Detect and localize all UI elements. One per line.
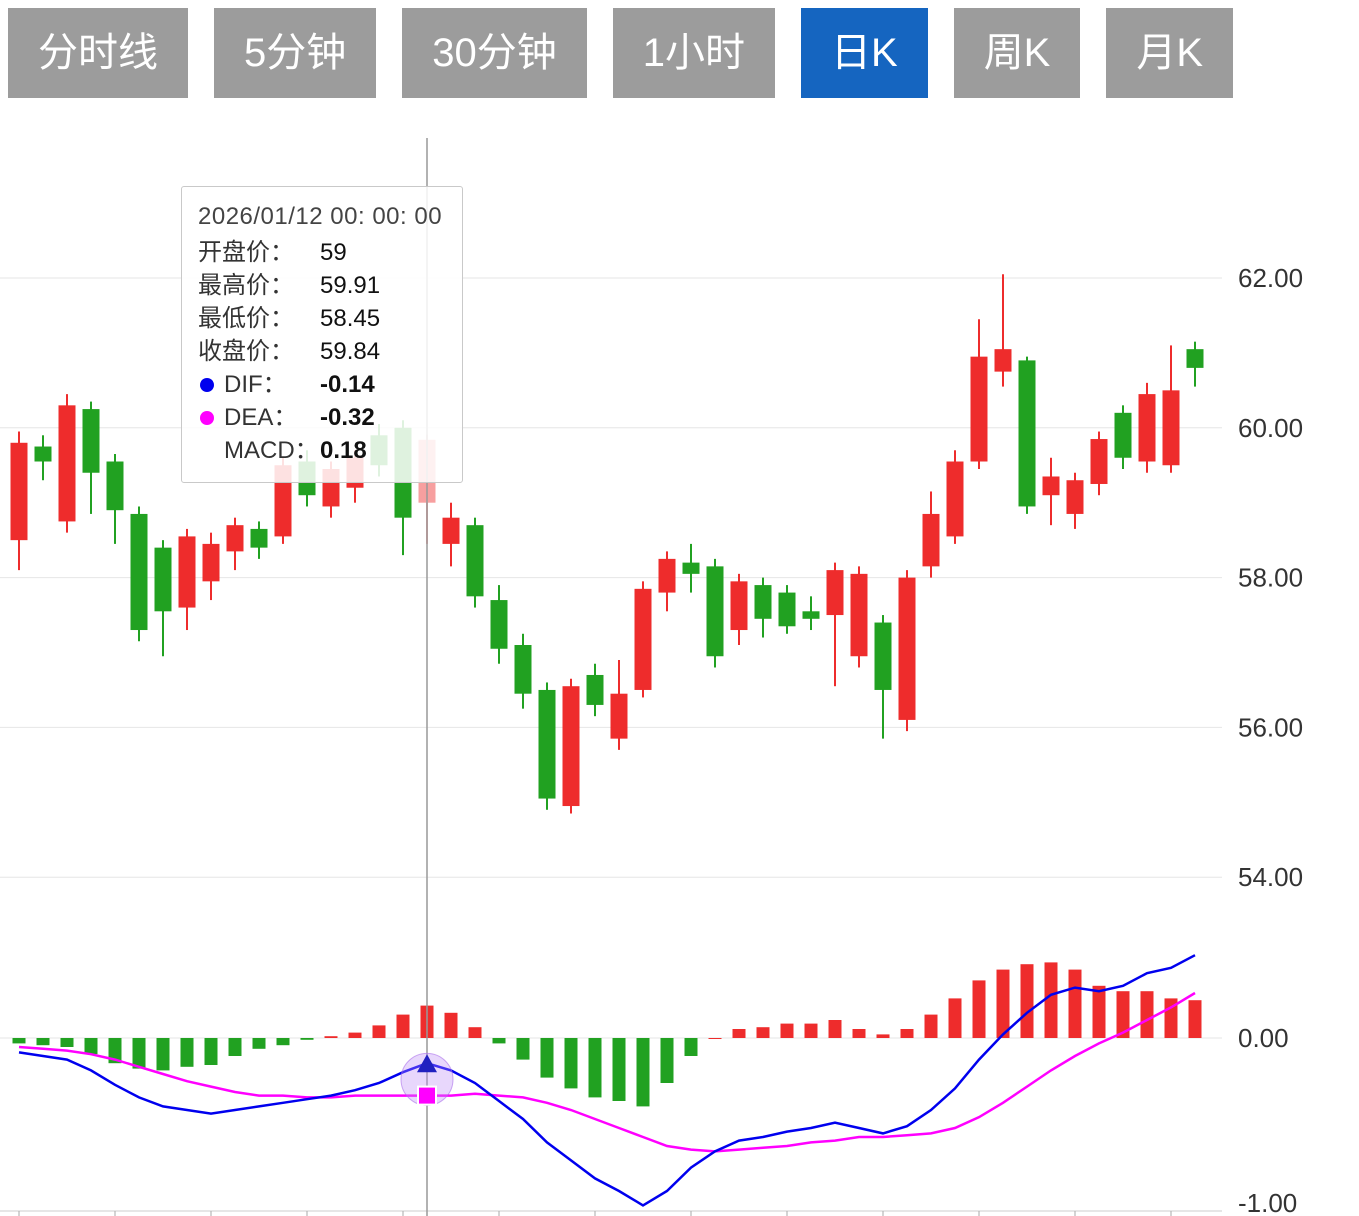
tooltip-dea-row: DEA： -0.32 — [198, 401, 446, 434]
dea-marker-icon — [417, 1085, 437, 1106]
open-value: 59 — [320, 239, 347, 266]
dea-label: DEA： — [224, 404, 298, 431]
tab-daily-k[interactable]: 日K — [801, 8, 928, 98]
svg-text:60.00: 60.00 — [1238, 413, 1303, 443]
macd-value: 0.18 — [320, 437, 367, 464]
tooltip-macd-row: MACD： 0.18 — [198, 434, 446, 467]
tooltip-date: 2026/01/12 00: 00: 00 — [198, 203, 443, 230]
tab-5min[interactable]: 5分钟 — [214, 8, 377, 98]
close-value: 59.84 — [320, 338, 381, 365]
high-label: 最高价： — [198, 272, 294, 299]
dif-value: -0.14 — [320, 371, 375, 398]
macd-histogram — [12, 962, 1202, 1107]
dif-line — [18, 954, 1196, 1207]
candle-tooltip: 2026/01/12 00: 00: 00 开盘价： 59 最高价： 59.91… — [181, 186, 463, 483]
svg-text:-1.00: -1.00 — [1238, 1188, 1297, 1216]
low-label: 最低价： — [198, 305, 294, 332]
tab-1hour[interactable]: 1小时 — [612, 8, 775, 98]
macd-label: MACD： — [224, 437, 319, 464]
close-label: 收盘价： — [198, 338, 294, 365]
tooltip-high-row: 最高价： 59.91 — [198, 269, 446, 302]
period-tabbar: 分时线 5分钟 30分钟 1小时 日K 周K 月K — [8, 8, 1234, 98]
svg-text:62.00: 62.00 — [1238, 263, 1303, 293]
tooltip-low-row: 最低价： 58.45 — [198, 302, 446, 335]
svg-text:54.00: 54.00 — [1238, 862, 1303, 892]
svg-text:56.00: 56.00 — [1238, 712, 1303, 742]
tab-minute-line[interactable]: 分时线 — [8, 8, 188, 98]
macd-lines — [18, 954, 1196, 1207]
svg-text:58.00: 58.00 — [1238, 563, 1303, 593]
dif-dot-icon — [200, 377, 214, 392]
high-value: 59.91 — [320, 272, 381, 299]
dif-label: DIF： — [224, 371, 287, 398]
low-value: 58.45 — [320, 305, 381, 332]
tooltip-open-row: 开盘价： 59 — [198, 236, 446, 269]
dea-value: -0.32 — [320, 404, 375, 431]
svg-text:0.00: 0.00 — [1238, 1023, 1289, 1053]
tab-monthly-k[interactable]: 月K — [1106, 8, 1234, 98]
dea-dot-icon — [200, 410, 214, 425]
dif-marker-icon — [417, 1054, 437, 1073]
dea-line — [18, 991, 1196, 1153]
tab-30min[interactable]: 30分钟 — [402, 8, 587, 98]
tab-weekly-k[interactable]: 周K — [953, 8, 1081, 98]
open-label: 开盘价： — [198, 239, 294, 266]
tooltip-close-row: 收盘价： 59.84 — [198, 335, 446, 368]
tooltip-dif-row: DIF： -0.14 — [198, 368, 446, 401]
axis-labels: 62.00 60.00 58.00 56.00 54.00 0.00 -1.00 — [1238, 263, 1303, 1216]
